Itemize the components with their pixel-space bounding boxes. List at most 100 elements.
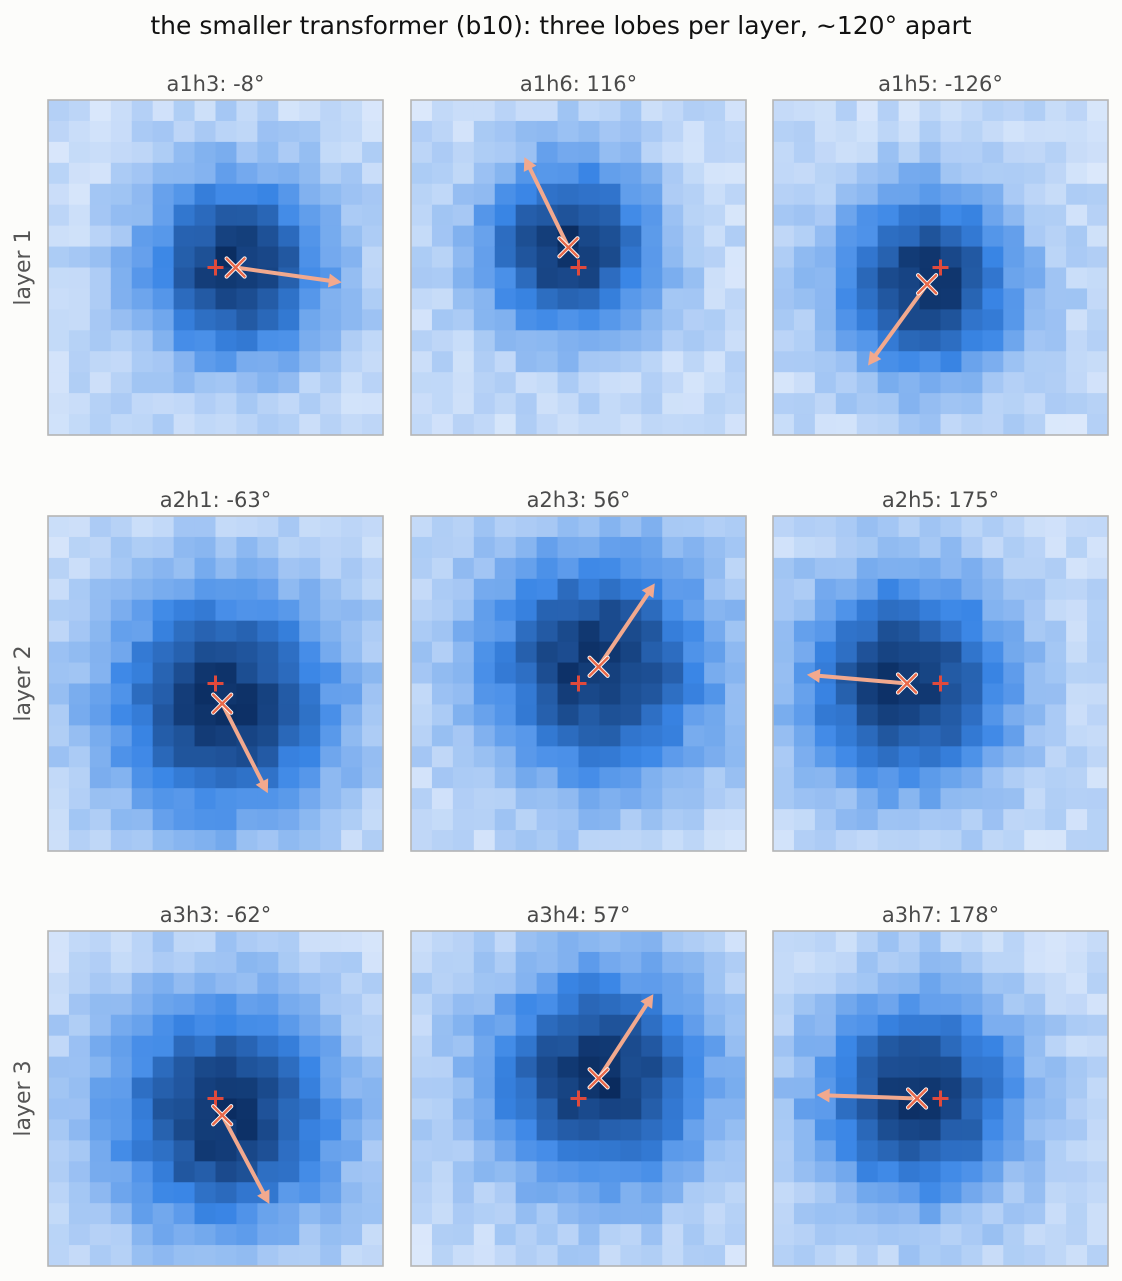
heatmap-cell <box>1087 516 1109 538</box>
heatmap-cell <box>68 267 91 290</box>
heatmap-cell <box>1087 1077 1109 1100</box>
heatmap-cell <box>1024 1077 1046 1100</box>
heatmap-cell <box>320 788 342 810</box>
heatmap-cell <box>431 1014 454 1037</box>
heatmap-cell <box>773 951 795 974</box>
heatmap-cell <box>704 330 726 352</box>
heatmap-cell <box>773 599 795 622</box>
heatmap-cell <box>257 1245 279 1267</box>
heatmap-cell <box>599 393 621 415</box>
heatmap-cell <box>411 599 433 622</box>
heatmap-cell <box>278 351 300 373</box>
heatmap-cell <box>557 288 580 310</box>
heatmap-cell <box>431 1098 454 1121</box>
heatmap-cell <box>494 204 517 227</box>
heatmap-cell <box>856 183 879 206</box>
heatmap-cell <box>536 809 559 831</box>
heatmap-cell <box>919 120 942 143</box>
heatmap-cell <box>515 288 538 310</box>
heatmap-cell <box>236 1014 258 1037</box>
heatmap-cell <box>452 1098 475 1121</box>
heatmap-cell <box>341 746 363 768</box>
heatmap-cell <box>725 599 747 622</box>
heatmap-cell <box>1024 183 1046 206</box>
heatmap-cell <box>793 704 816 726</box>
heatmap-cell <box>278 746 300 768</box>
heatmap-cell <box>641 1119 663 1141</box>
heatmap-cell <box>961 288 983 310</box>
heatmap-cell <box>1066 704 1088 726</box>
heatmap-cell <box>48 830 70 852</box>
heatmap-cell <box>278 516 300 538</box>
heatmap-cell <box>940 1245 963 1267</box>
heatmap-cell <box>1024 1203 1046 1225</box>
heatmap-cell <box>641 830 663 852</box>
heatmap-cell <box>557 1203 580 1225</box>
heatmap-cell <box>898 620 921 643</box>
heatmap-cell <box>341 204 363 227</box>
heatmap-cell <box>835 746 858 768</box>
heatmap-cell <box>452 620 475 643</box>
heatmap-cell <box>452 704 475 726</box>
heatmap-cell <box>110 1119 133 1141</box>
heatmap-cell <box>131 1161 154 1183</box>
heatmap-cell <box>431 830 454 852</box>
heatmap-cell <box>877 1077 900 1100</box>
heatmap-cell <box>194 536 217 559</box>
heatmap-cell <box>320 372 342 394</box>
heatmap-cell <box>1066 972 1088 995</box>
heatmap-cell <box>473 1035 496 1058</box>
heatmap-cell <box>557 100 580 122</box>
heatmap-cell <box>1024 204 1046 227</box>
heatmap-cell <box>725 330 747 352</box>
heatmap-cell <box>515 683 538 706</box>
heatmap-cell <box>856 1077 879 1100</box>
heatmap-cell <box>152 620 175 643</box>
heatmap-cell <box>662 100 684 122</box>
heatmap-cell <box>557 162 580 185</box>
heatmap-cell <box>662 1182 684 1204</box>
heatmap-cell <box>793 830 816 852</box>
heatmap-cell <box>578 1014 601 1037</box>
heatmap-cell <box>725 931 747 953</box>
heatmap-cell <box>557 309 580 331</box>
heatmap-cell <box>1045 557 1067 580</box>
heatmap-cell <box>299 1140 321 1162</box>
heatmap-cell <box>725 746 747 768</box>
heatmap-cell <box>641 1098 663 1121</box>
heatmap-cell <box>835 1056 858 1079</box>
heatmap-cell <box>683 1140 705 1162</box>
heatmap-cell <box>641 1014 663 1037</box>
heatmap-cell <box>236 204 258 227</box>
heatmap-cell <box>536 372 559 394</box>
heatmap-cell <box>683 536 705 559</box>
heatmap-cell <box>452 1224 475 1246</box>
heatmap-cell <box>940 1119 963 1141</box>
heatmap-cell <box>683 414 705 436</box>
heatmap-cell <box>362 309 384 331</box>
heatmap-cell <box>877 1014 900 1037</box>
heatmap-cell <box>961 141 983 164</box>
heatmap-cell <box>961 516 983 538</box>
heatmap-cell <box>236 809 258 831</box>
heatmap-cell <box>278 809 300 831</box>
heatmap-cell <box>215 288 238 310</box>
heatmap-cell <box>515 620 538 643</box>
heatmap-cell <box>68 641 91 664</box>
heatmap-cell <box>557 516 580 538</box>
heatmap-cell <box>1045 1098 1067 1121</box>
heatmap-cell <box>725 1161 747 1183</box>
heatmap-cell <box>793 767 816 789</box>
heatmap-cell <box>236 557 258 580</box>
heatmap-cell <box>494 809 517 831</box>
heatmap-cell <box>835 951 858 974</box>
heatmap-cell <box>131 931 154 953</box>
heatmap-cell <box>131 162 154 185</box>
heatmap-cell <box>320 1014 342 1037</box>
heatmap-cell <box>1024 557 1046 580</box>
heatmap-cell <box>411 309 433 331</box>
heatmap-cell <box>683 951 705 974</box>
heatmap-cell <box>299 393 321 415</box>
heatmap-cell <box>725 351 747 373</box>
heatmap-cell <box>1024 662 1046 685</box>
